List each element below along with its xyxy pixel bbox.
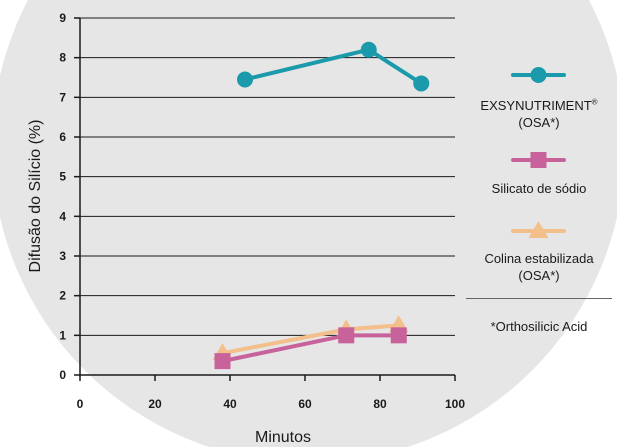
- y-tick-label-3: 3: [59, 249, 66, 263]
- x-tick-label-80: 80: [373, 397, 387, 411]
- footnote: *Orthosilicic Acid: [464, 318, 614, 335]
- x-tick-label-100: 100: [445, 397, 465, 411]
- x-axis-label: Minutos: [255, 429, 311, 446]
- legend-entry-colina: Colina estabilizada (OSA*): [464, 250, 614, 284]
- legend-icon-square: [511, 152, 566, 168]
- x-tick-label-60: 60: [298, 397, 312, 411]
- y-tick-label-6: 6: [59, 130, 66, 144]
- legend-entry-silicato: Silicato de sódio: [464, 180, 614, 197]
- data-point-circle-1: [360, 41, 377, 58]
- legend-suffix-exsynutriment: (OSA*): [518, 115, 560, 130]
- legend-divider: [466, 298, 612, 299]
- legend-label-exsynutriment: EXSYNUTRIMENT: [480, 98, 592, 113]
- legend-icon-triangle: [511, 221, 566, 238]
- legend-suffix-colina: (OSA*): [518, 268, 560, 283]
- y-tick-label-9: 9: [59, 11, 66, 25]
- legend-marker-square: [530, 152, 547, 168]
- y-tick-label-4: 4: [59, 209, 66, 223]
- data-point-square-2: [390, 327, 407, 344]
- data-point-circle-2: [413, 75, 430, 92]
- grid-lines: [80, 17, 455, 336]
- legend-entry-exsynutriment: EXSYNUTRIMENT® (OSA*): [464, 97, 614, 131]
- y-tick-label-1: 1: [59, 328, 66, 342]
- series-circle: [237, 41, 430, 92]
- series-layer: [212, 41, 430, 370]
- x-tick-label-0: 0: [77, 397, 84, 411]
- x-tick-label-40: 40: [223, 397, 237, 411]
- y-tick-label-0: 0: [59, 368, 66, 382]
- legend-marker-circle: [530, 67, 547, 83]
- axes: 0 1 2 3 4 5 6 7 8 9 0 20 40 60 80 100: [59, 11, 465, 411]
- series-line-circle: [243, 47, 424, 86]
- series-triangle: [212, 315, 409, 361]
- series-square: [214, 327, 407, 370]
- y-tick-label-5: 5: [59, 170, 66, 184]
- legend-icon-circle: [511, 67, 566, 83]
- data-point-square-0: [214, 353, 231, 370]
- y-tick-label-2: 2: [59, 289, 66, 303]
- y-tick-label-7: 7: [59, 90, 66, 104]
- legend-icons: [511, 67, 566, 238]
- footnote-text: *Orthosilicic Acid: [490, 319, 588, 334]
- series-line-triangle: [220, 323, 401, 356]
- x-tick-label-20: 20: [148, 397, 162, 411]
- data-point-square-1: [338, 327, 355, 344]
- registered-mark: ®: [591, 97, 598, 107]
- y-tick-label-8: 8: [59, 51, 66, 65]
- data-point-circle-0: [237, 71, 253, 88]
- legend-label-colina: Colina estabilizada: [484, 251, 594, 266]
- legend-marker-triangle: [528, 221, 549, 238]
- y-axis-label: Difusão do Silício (%): [27, 120, 44, 273]
- legend-label-silicato: Silicato de sódio: [491, 181, 587, 196]
